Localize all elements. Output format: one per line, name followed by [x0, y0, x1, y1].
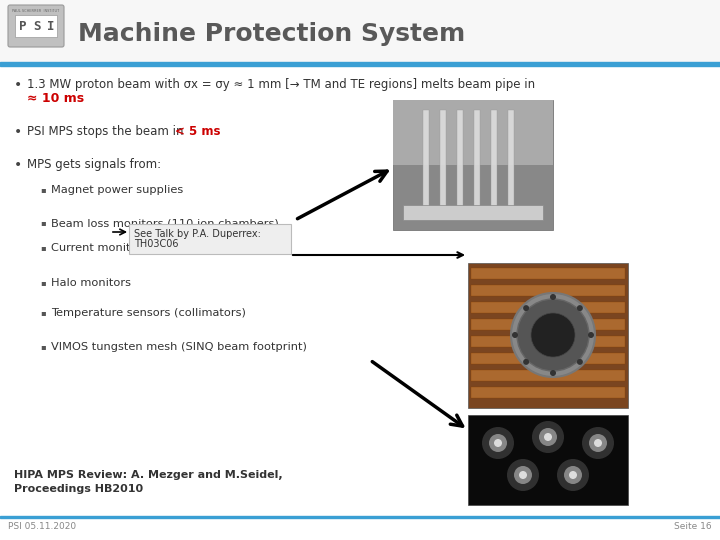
Circle shape: [532, 421, 564, 453]
Circle shape: [531, 313, 575, 357]
Bar: [468, 415, 628, 505]
Bar: [471, 370, 625, 381]
Text: 1.3 MW proton beam with σx = σy ≈ 1 mm [→ TM and TE regions] melts beam pipe in: 1.3 MW proton beam with σx = σy ≈ 1 mm […: [27, 78, 535, 91]
Text: S: S: [33, 19, 41, 32]
Text: See Talk by P.A. Duperrex:: See Talk by P.A. Duperrex:: [134, 229, 261, 239]
Text: PSI MPS stops the beam in: PSI MPS stops the beam in: [27, 125, 187, 138]
Bar: [471, 387, 625, 398]
FancyBboxPatch shape: [129, 224, 291, 254]
Text: Temperature sensors (collimators): Temperature sensors (collimators): [51, 308, 246, 318]
Circle shape: [511, 293, 595, 377]
Text: ≈ 10 ms: ≈ 10 ms: [27, 92, 84, 105]
Circle shape: [588, 332, 594, 338]
Text: •: •: [14, 78, 22, 92]
Text: Magnet power supplies: Magnet power supplies: [51, 185, 184, 195]
Text: P: P: [19, 19, 27, 32]
Text: •: •: [14, 125, 22, 139]
Circle shape: [489, 434, 507, 452]
Circle shape: [507, 459, 539, 491]
Circle shape: [594, 439, 602, 447]
Text: Seite 16: Seite 16: [675, 522, 712, 531]
Circle shape: [589, 434, 607, 452]
Bar: [423, 110, 429, 215]
Bar: [471, 268, 625, 279]
Bar: [508, 110, 514, 215]
Bar: [471, 302, 625, 313]
Bar: [471, 353, 625, 364]
Text: ▪: ▪: [40, 342, 45, 351]
Bar: [15, 15, 57, 37]
Circle shape: [512, 332, 518, 338]
Circle shape: [557, 459, 589, 491]
Circle shape: [582, 427, 614, 459]
Bar: [457, 110, 463, 215]
Circle shape: [539, 428, 557, 446]
Text: ▪: ▪: [40, 308, 45, 317]
Text: Current monitors: Current monitors: [51, 243, 148, 253]
Text: I: I: [48, 19, 55, 32]
Circle shape: [577, 305, 583, 311]
Bar: [474, 110, 480, 215]
Text: ▪: ▪: [40, 278, 45, 287]
Text: VIMOS tungsten mesh (SINQ beam footprint): VIMOS tungsten mesh (SINQ beam footprint…: [51, 342, 307, 352]
Bar: [468, 263, 628, 408]
Text: ▪: ▪: [40, 243, 45, 252]
Text: PSI 05.11.2020: PSI 05.11.2020: [8, 522, 76, 531]
Circle shape: [550, 370, 556, 376]
Text: ▪: ▪: [40, 218, 45, 227]
Bar: [440, 110, 446, 215]
Circle shape: [494, 439, 502, 447]
FancyBboxPatch shape: [8, 5, 64, 47]
Circle shape: [523, 305, 529, 311]
Circle shape: [519, 471, 527, 479]
Text: PAUL SCHERRER  INSTITUT: PAUL SCHERRER INSTITUT: [12, 9, 60, 13]
Bar: [0, 62, 720, 65]
Text: MPS gets signals from:: MPS gets signals from:: [27, 158, 161, 171]
Bar: [471, 285, 625, 296]
Circle shape: [523, 359, 529, 365]
Circle shape: [577, 359, 583, 365]
Bar: [471, 336, 625, 347]
Circle shape: [550, 294, 556, 300]
Text: Machine Protection System: Machine Protection System: [78, 22, 465, 46]
Bar: [393, 100, 553, 165]
Bar: [471, 319, 625, 330]
Circle shape: [564, 466, 582, 484]
Bar: [0, 0, 720, 62]
Circle shape: [517, 299, 589, 371]
Circle shape: [544, 433, 552, 441]
Bar: [403, 205, 543, 220]
Circle shape: [569, 471, 577, 479]
Text: ▪: ▪: [40, 185, 45, 194]
Text: HIPA MPS Review: A. Mezger and M.Seidel,
Proceedings HB2010: HIPA MPS Review: A. Mezger and M.Seidel,…: [14, 470, 283, 494]
Bar: [393, 100, 553, 230]
Text: Beam loss monitors (110 ion chambers): Beam loss monitors (110 ion chambers): [51, 218, 279, 228]
Text: •: •: [14, 158, 22, 172]
Bar: [0, 516, 720, 517]
Text: TH03C06: TH03C06: [134, 239, 179, 249]
Circle shape: [482, 427, 514, 459]
Text: Halo monitors: Halo monitors: [51, 278, 131, 288]
Circle shape: [514, 466, 532, 484]
Bar: [491, 110, 497, 215]
Text: < 5 ms: < 5 ms: [175, 125, 220, 138]
